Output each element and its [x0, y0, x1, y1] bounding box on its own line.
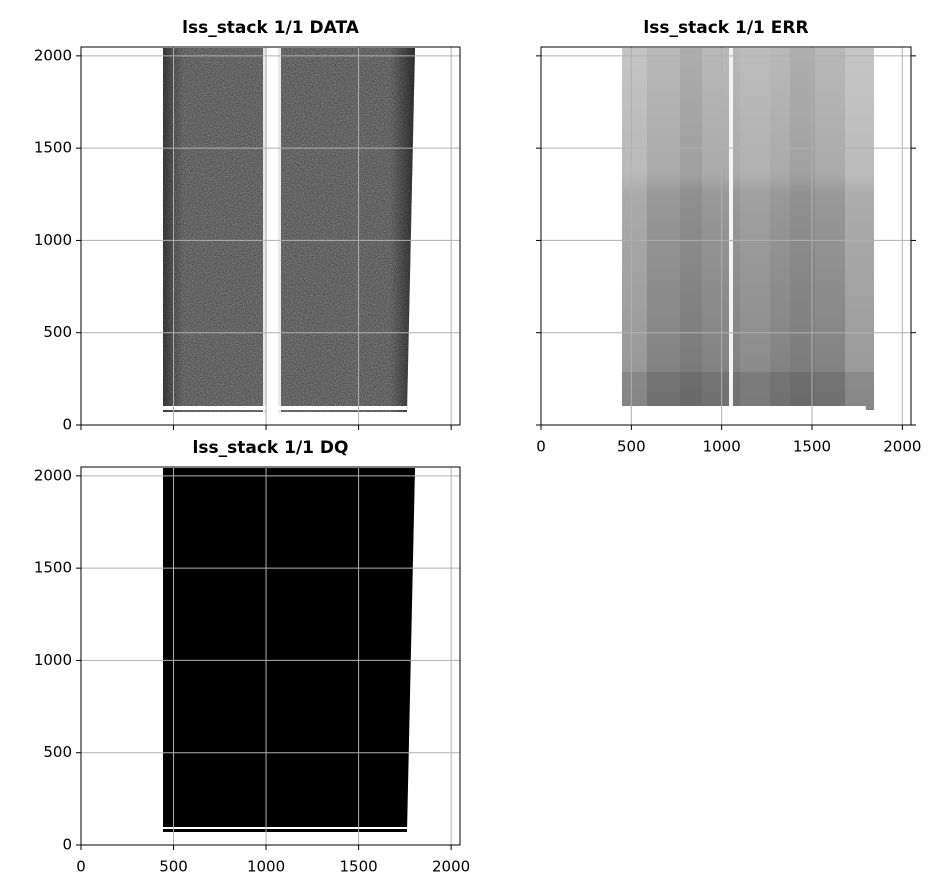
x-tick-label: 1500	[339, 858, 377, 876]
y-tick-label: 500	[43, 323, 72, 341]
y-tick-label: 1000	[34, 651, 72, 669]
x-tick-label: 2000	[883, 438, 921, 456]
x-tick-label: 0	[536, 438, 546, 456]
x-tick-label: 0	[76, 858, 86, 876]
y-tick-label: 1500	[34, 139, 72, 157]
x-tick-label: 500	[159, 858, 188, 876]
y-tick-label: 1000	[34, 231, 72, 249]
x-tick-label: 1000	[703, 438, 741, 456]
y-tick-label: 2000	[34, 466, 72, 484]
panel-title: lss_stack 1/1 DATA	[182, 18, 360, 38]
axes-frame	[540, 46, 912, 426]
x-tick-label: 1000	[247, 858, 285, 876]
x-tick-label: 2000	[432, 858, 470, 876]
data-image	[163, 48, 415, 413]
y-tick-label: 0	[62, 416, 72, 434]
panel-title: lss_stack 1/1 ERR	[643, 18, 808, 38]
y-tick-label: 1500	[34, 559, 72, 577]
dq-image	[163, 468, 415, 832]
y-tick-label: 2000	[34, 46, 72, 64]
x-tick-label: 1500	[793, 438, 831, 456]
axes-frame	[80, 466, 461, 846]
y-tick-label: 0	[62, 836, 72, 854]
axes-frame	[80, 46, 461, 426]
panel-title: lss_stack 1/1 DQ	[193, 438, 349, 458]
y-tick-label: 500	[43, 743, 72, 761]
x-tick-label: 500	[617, 438, 646, 456]
err-image	[622, 48, 874, 410]
